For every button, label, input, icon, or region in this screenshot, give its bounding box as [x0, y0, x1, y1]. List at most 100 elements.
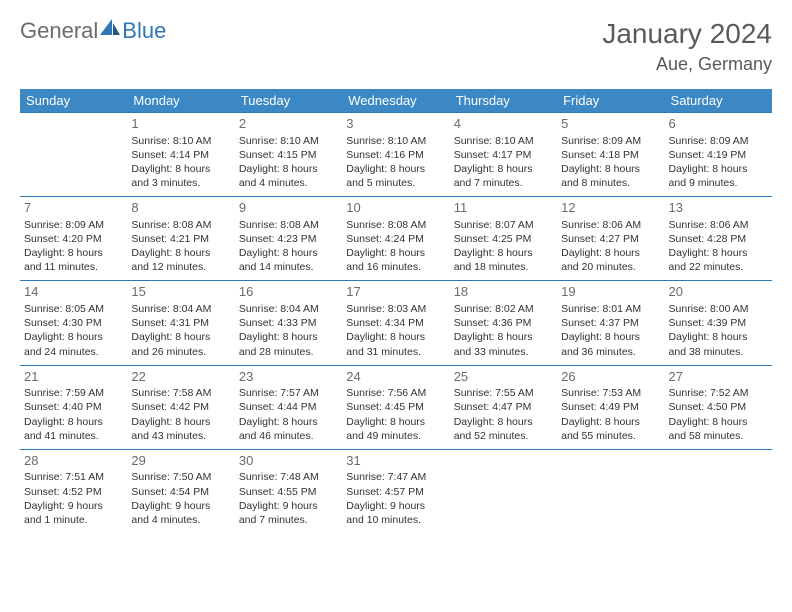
daylight-text: Daylight: 8 hours	[669, 415, 768, 429]
calendar-body: 1Sunrise: 8:10 AMSunset: 4:14 PMDaylight…	[20, 113, 772, 534]
sunrise-text: Sunrise: 8:03 AM	[346, 302, 445, 316]
sunrise-text: Sunrise: 7:51 AM	[24, 470, 123, 484]
sunset-text: Sunset: 4:20 PM	[24, 232, 123, 246]
sunrise-text: Sunrise: 7:48 AM	[239, 470, 338, 484]
sunrise-text: Sunrise: 8:08 AM	[131, 218, 230, 232]
sunrise-text: Sunrise: 8:05 AM	[24, 302, 123, 316]
sunset-text: Sunset: 4:55 PM	[239, 485, 338, 499]
calendar-cell: 11Sunrise: 8:07 AMSunset: 4:25 PMDayligh…	[450, 197, 557, 281]
sunrise-text: Sunrise: 7:57 AM	[239, 386, 338, 400]
calendar-cell: 22Sunrise: 7:58 AMSunset: 4:42 PMDayligh…	[127, 365, 234, 449]
calendar-cell	[557, 449, 664, 533]
calendar-cell: 28Sunrise: 7:51 AMSunset: 4:52 PMDayligh…	[20, 449, 127, 533]
calendar-cell	[665, 449, 772, 533]
sunset-text: Sunset: 4:42 PM	[131, 400, 230, 414]
calendar-cell: 21Sunrise: 7:59 AMSunset: 4:40 PMDayligh…	[20, 365, 127, 449]
sunrise-text: Sunrise: 7:59 AM	[24, 386, 123, 400]
day-number: 31	[346, 452, 445, 470]
brand-part1: General	[20, 18, 98, 44]
sunset-text: Sunset: 4:17 PM	[454, 148, 553, 162]
sunset-text: Sunset: 4:25 PM	[454, 232, 553, 246]
sunset-text: Sunset: 4:27 PM	[561, 232, 660, 246]
calendar-week-row: 7Sunrise: 8:09 AMSunset: 4:20 PMDaylight…	[20, 197, 772, 281]
sunrise-text: Sunrise: 8:10 AM	[239, 134, 338, 148]
daylight-text: and 7 minutes.	[454, 176, 553, 190]
weekday-header: Thursday	[450, 89, 557, 113]
sunset-text: Sunset: 4:50 PM	[669, 400, 768, 414]
daylight-text: and 46 minutes.	[239, 429, 338, 443]
sunset-text: Sunset: 4:47 PM	[454, 400, 553, 414]
calendar-cell: 1Sunrise: 8:10 AMSunset: 4:14 PMDaylight…	[127, 113, 234, 197]
daylight-text: Daylight: 8 hours	[346, 246, 445, 260]
daylight-text: Daylight: 8 hours	[346, 162, 445, 176]
brand-logo: General Blue	[20, 18, 166, 44]
daylight-text: Daylight: 8 hours	[561, 415, 660, 429]
sunrise-text: Sunrise: 8:04 AM	[239, 302, 338, 316]
day-number: 26	[561, 368, 660, 386]
sunset-text: Sunset: 4:52 PM	[24, 485, 123, 499]
sunrise-text: Sunrise: 8:06 AM	[561, 218, 660, 232]
weekday-header: Tuesday	[235, 89, 342, 113]
calendar-cell: 24Sunrise: 7:56 AMSunset: 4:45 PMDayligh…	[342, 365, 449, 449]
day-number: 30	[239, 452, 338, 470]
sunset-text: Sunset: 4:15 PM	[239, 148, 338, 162]
calendar-cell: 19Sunrise: 8:01 AMSunset: 4:37 PMDayligh…	[557, 281, 664, 365]
daylight-text: and 22 minutes.	[669, 260, 768, 274]
sunrise-text: Sunrise: 8:07 AM	[454, 218, 553, 232]
sunset-text: Sunset: 4:36 PM	[454, 316, 553, 330]
sunset-text: Sunset: 4:54 PM	[131, 485, 230, 499]
day-number: 7	[24, 199, 123, 217]
calendar-cell: 5Sunrise: 8:09 AMSunset: 4:18 PMDaylight…	[557, 113, 664, 197]
day-number: 13	[669, 199, 768, 217]
calendar-cell: 16Sunrise: 8:04 AMSunset: 4:33 PMDayligh…	[235, 281, 342, 365]
weekday-header: Friday	[557, 89, 664, 113]
daylight-text: Daylight: 8 hours	[131, 330, 230, 344]
daylight-text: Daylight: 8 hours	[131, 162, 230, 176]
sunset-text: Sunset: 4:30 PM	[24, 316, 123, 330]
day-number: 3	[346, 115, 445, 133]
daylight-text: Daylight: 8 hours	[454, 330, 553, 344]
daylight-text: and 33 minutes.	[454, 345, 553, 359]
sunrise-text: Sunrise: 7:47 AM	[346, 470, 445, 484]
daylight-text: Daylight: 8 hours	[346, 415, 445, 429]
daylight-text: Daylight: 8 hours	[454, 246, 553, 260]
calendar-cell: 26Sunrise: 7:53 AMSunset: 4:49 PMDayligh…	[557, 365, 664, 449]
daylight-text: and 16 minutes.	[346, 260, 445, 274]
day-number: 9	[239, 199, 338, 217]
weekday-header: Sunday	[20, 89, 127, 113]
calendar-cell: 9Sunrise: 8:08 AMSunset: 4:23 PMDaylight…	[235, 197, 342, 281]
day-number: 22	[131, 368, 230, 386]
sunrise-text: Sunrise: 8:09 AM	[561, 134, 660, 148]
sunrise-text: Sunrise: 7:53 AM	[561, 386, 660, 400]
daylight-text: and 7 minutes.	[239, 513, 338, 527]
sunset-text: Sunset: 4:39 PM	[669, 316, 768, 330]
day-number: 5	[561, 115, 660, 133]
calendar-table: SundayMondayTuesdayWednesdayThursdayFrid…	[20, 89, 772, 533]
daylight-text: Daylight: 8 hours	[24, 246, 123, 260]
calendar-cell: 8Sunrise: 8:08 AMSunset: 4:21 PMDaylight…	[127, 197, 234, 281]
calendar-cell: 15Sunrise: 8:04 AMSunset: 4:31 PMDayligh…	[127, 281, 234, 365]
calendar-cell: 30Sunrise: 7:48 AMSunset: 4:55 PMDayligh…	[235, 449, 342, 533]
daylight-text: and 28 minutes.	[239, 345, 338, 359]
sunset-text: Sunset: 4:37 PM	[561, 316, 660, 330]
daylight-text: and 4 minutes.	[239, 176, 338, 190]
daylight-text: and 3 minutes.	[131, 176, 230, 190]
day-number: 6	[669, 115, 768, 133]
calendar-cell: 27Sunrise: 7:52 AMSunset: 4:50 PMDayligh…	[665, 365, 772, 449]
day-number: 25	[454, 368, 553, 386]
daylight-text: and 4 minutes.	[131, 513, 230, 527]
daylight-text: Daylight: 9 hours	[131, 499, 230, 513]
calendar-cell: 17Sunrise: 8:03 AMSunset: 4:34 PMDayligh…	[342, 281, 449, 365]
calendar-cell: 13Sunrise: 8:06 AMSunset: 4:28 PMDayligh…	[665, 197, 772, 281]
daylight-text: and 31 minutes.	[346, 345, 445, 359]
day-number: 12	[561, 199, 660, 217]
daylight-text: Daylight: 8 hours	[239, 162, 338, 176]
daylight-text: Daylight: 8 hours	[454, 162, 553, 176]
day-number: 1	[131, 115, 230, 133]
daylight-text: Daylight: 8 hours	[561, 246, 660, 260]
daylight-text: Daylight: 8 hours	[239, 415, 338, 429]
daylight-text: and 52 minutes.	[454, 429, 553, 443]
sunrise-text: Sunrise: 7:52 AM	[669, 386, 768, 400]
daylight-text: and 12 minutes.	[131, 260, 230, 274]
sunset-text: Sunset: 4:19 PM	[669, 148, 768, 162]
